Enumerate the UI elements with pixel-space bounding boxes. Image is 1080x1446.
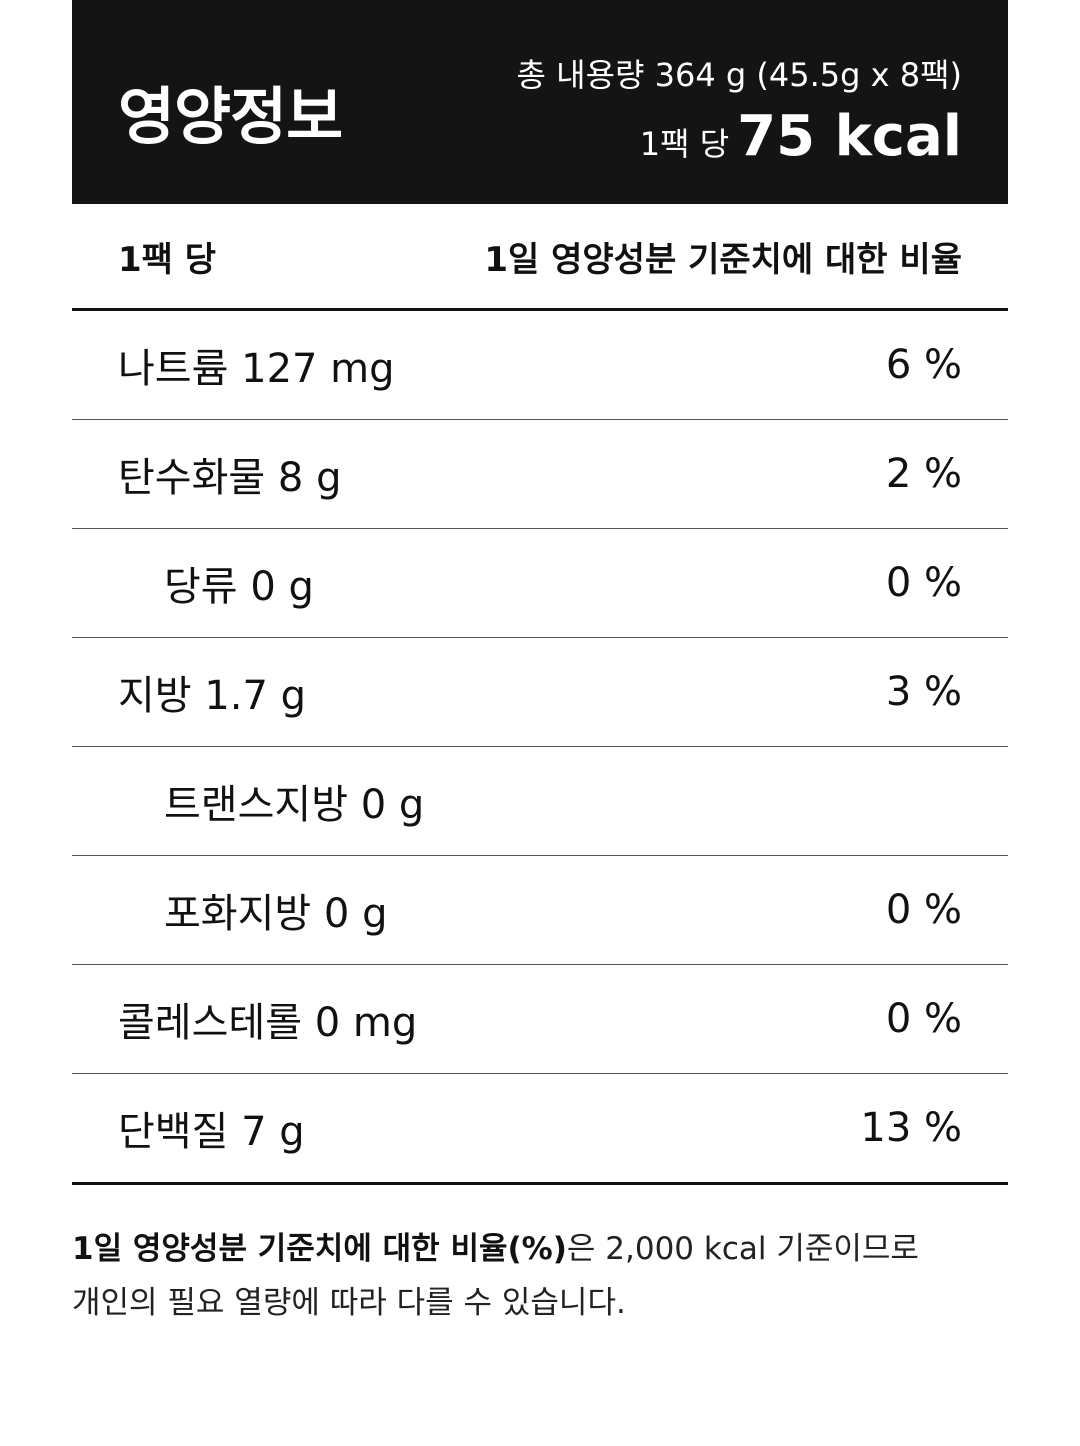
footnote-line2: 개인의 필요 열량에 따라 다를 수 있습니다.	[72, 1285, 626, 1321]
total-content: 총 내용량 364 g (45.5g x 8팩)	[516, 56, 962, 94]
nutrient-percent: 3 %	[885, 669, 962, 715]
nutrient-percent: 13 %	[860, 1105, 962, 1151]
footnote: 1일 영양성분 기준치에 대한 비율(%)은 2,000 kcal 기준이므로 …	[72, 1222, 972, 1330]
table-row: 단백질 7 g 13 %	[72, 1074, 1008, 1185]
nutrient-name: 지방 1.7 g	[118, 673, 307, 719]
table-row: 콜레스테롤 0 mg 0 %	[72, 965, 1008, 1074]
footnote-bold: 1일 영양성분 기준치에 대한 비율(%)	[72, 1231, 567, 1267]
column-right: 1일 영양성분 기준치에 대한 비율	[484, 239, 962, 280]
nutrient-name: 콜레스테롤 0 mg	[118, 1000, 418, 1046]
table-row: 탄수화물 8 g 2 %	[72, 420, 1008, 529]
nutrient-percent: 2 %	[885, 451, 962, 497]
nutrient-name: 단백질 7 g	[118, 1109, 305, 1155]
nutrition-label: 영양정보 총 내용량 364 g (45.5g x 8팩) 1팩 당 75 kca…	[72, 0, 1008, 1185]
nutrient-name: 나트륨 127 mg	[118, 346, 395, 392]
calories-value: 75 kcal	[737, 104, 962, 169]
table-row: 나트륨 127 mg 6 %	[72, 311, 1008, 420]
column-left: 1팩 당	[118, 239, 217, 280]
table-row: 트랜스지방 0 g	[72, 747, 1008, 856]
nutrient-percent: 0 %	[885, 560, 962, 606]
nutrient-percent: 0 %	[885, 887, 962, 933]
page-title: 영양정보	[118, 80, 343, 153]
nutrient-name: 당류 0 g	[164, 564, 314, 610]
column-header: 1팩 당 1일 영양성분 기준치에 대한 비율	[72, 204, 1008, 311]
footnote-line1: 은 2,000 kcal 기준이므로	[566, 1231, 919, 1267]
nutrient-rows: 나트륨 127 mg 6 % 탄수화물 8 g 2 % 당류 0 g 0 % 지방 1.7 …	[72, 311, 1008, 1185]
nutrient-percent: 0 %	[885, 996, 962, 1042]
table-row: 당류 0 g 0 %	[72, 529, 1008, 638]
per-pack-label: 1팩 당	[639, 125, 730, 163]
table-row: 포화지방 0 g 0 %	[72, 856, 1008, 965]
table-row: 지방 1.7 g 3 %	[72, 638, 1008, 747]
nutrient-name: 탄수화물 8 g	[118, 455, 342, 501]
nutrition-header: 영양정보 총 내용량 364 g (45.5g x 8팩) 1팩 당 75 kca…	[72, 0, 1008, 204]
nutrient-name: 포화지방 0 g	[164, 891, 388, 937]
nutrient-percent: 6 %	[885, 342, 962, 388]
calories-line: 1팩 당 75 kcal	[640, 104, 962, 169]
nutrient-name: 트랜스지방 0 g	[164, 782, 425, 828]
